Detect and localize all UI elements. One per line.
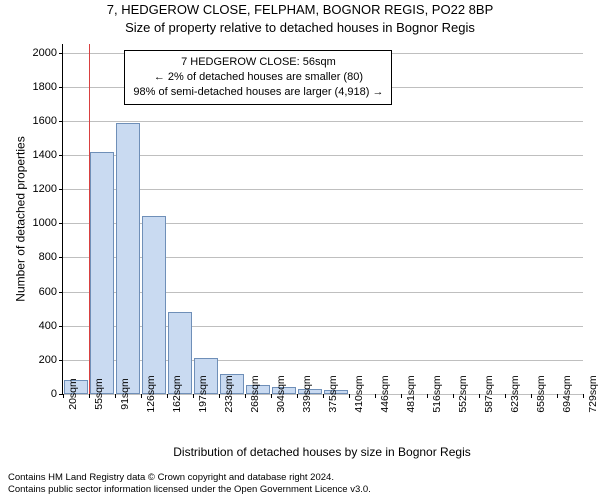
chart-title: 7, HEDGEROW CLOSE, FELPHAM, BOGNOR REGIS… (0, 2, 600, 17)
ytick-label: 1800 (33, 81, 63, 93)
chart-subtitle: Size of property relative to detached ho… (0, 20, 600, 35)
histogram-bar (427, 44, 453, 394)
footer: Contains HM Land Registry data © Crown c… (8, 472, 371, 496)
ytick-label: 0 (51, 388, 63, 400)
histogram-bar (89, 44, 115, 394)
histogram-bar (401, 44, 427, 394)
ytick-label: 2000 (33, 47, 63, 59)
xtick-label: 304sqm (271, 375, 287, 412)
xtick-label: 197sqm (193, 375, 209, 412)
xtick-label: 91sqm (115, 378, 131, 410)
ytick-label: 800 (39, 251, 63, 263)
info-line-2: ← 2% of detached houses are smaller (80) (133, 70, 383, 85)
xtick-label: 268sqm (245, 375, 261, 412)
histogram-bar (531, 44, 557, 394)
ytick-label: 600 (39, 286, 63, 298)
histogram-bar-fill (142, 216, 165, 394)
ytick-label: 200 (39, 354, 63, 366)
info-line-3: 98% of semi-detached houses are larger (… (133, 85, 383, 100)
ytick-label: 1600 (33, 115, 63, 127)
xtick-label: 20sqm (63, 378, 79, 410)
xtick-label: 516sqm (427, 375, 443, 412)
histogram-bar (453, 44, 479, 394)
histogram-bar (557, 44, 583, 394)
histogram-bar (479, 44, 505, 394)
xtick-label: 162sqm (167, 375, 183, 412)
xtick-label: 339sqm (297, 375, 313, 412)
xtick-label: 552sqm (453, 375, 469, 412)
xtick-label: 694sqm (557, 375, 573, 412)
histogram-bar-fill (90, 152, 113, 394)
footer-line-2: Contains public sector information licen… (8, 484, 371, 496)
info-line-1: 7 HEDGEROW CLOSE: 56sqm (133, 55, 383, 70)
footer-line-1: Contains HM Land Registry data © Crown c… (8, 472, 371, 484)
xtick-label: 658sqm (531, 375, 547, 412)
plot-area: 020040060080010001200140016001800200020s… (62, 44, 583, 395)
xtick-label: 729sqm (583, 375, 599, 412)
xtick-label: 126sqm (141, 375, 157, 412)
xtick-label: 587sqm (479, 375, 495, 412)
chart-container: 7, HEDGEROW CLOSE, FELPHAM, BOGNOR REGIS… (0, 0, 600, 500)
ytick-label: 1400 (33, 149, 63, 161)
xtick-label: 481sqm (401, 375, 417, 412)
ytick-label: 1200 (33, 183, 63, 195)
xtick-label: 375sqm (323, 375, 339, 412)
xtick-label: 446sqm (375, 375, 391, 412)
xtick-label: 410sqm (349, 375, 365, 412)
ytick-label: 1000 (33, 217, 63, 229)
histogram-bar (505, 44, 531, 394)
ytick-label: 400 (39, 320, 63, 332)
y-axis-label-wrap: Number of detached properties (14, 44, 28, 394)
property-marker-line (89, 44, 90, 394)
histogram-bar-fill (116, 123, 139, 394)
info-box: 7 HEDGEROW CLOSE: 56sqm ← 2% of detached… (124, 50, 392, 105)
xtick-label: 623sqm (505, 375, 521, 412)
histogram-bar (63, 44, 89, 394)
x-axis-label: Distribution of detached houses by size … (62, 445, 582, 459)
xtick-label: 55sqm (89, 378, 105, 410)
xtick-label: 233sqm (219, 375, 235, 412)
y-axis-label: Number of detached properties (14, 136, 28, 301)
